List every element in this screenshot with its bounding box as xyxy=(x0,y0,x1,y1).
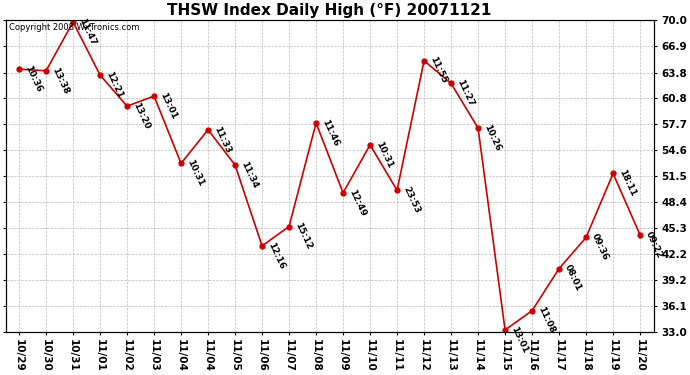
Text: 11:34: 11:34 xyxy=(239,160,259,190)
Text: Copyright 2008 WxTronics.com: Copyright 2008 WxTronics.com xyxy=(9,24,139,33)
Text: 13:20: 13:20 xyxy=(131,101,151,130)
Text: 11:33: 11:33 xyxy=(213,124,233,154)
Text: 09:22: 09:22 xyxy=(644,230,664,260)
Text: 10:31: 10:31 xyxy=(185,158,206,188)
Text: 13:01: 13:01 xyxy=(158,91,179,120)
Text: 18:11: 18:11 xyxy=(618,168,638,198)
Text: 10:36: 10:36 xyxy=(23,64,43,94)
Text: 09:36: 09:36 xyxy=(590,232,611,262)
Text: 12:49: 12:49 xyxy=(347,188,368,218)
Text: 13:01: 13:01 xyxy=(509,325,529,354)
Text: 10:26: 10:26 xyxy=(482,123,502,153)
Text: 08:01: 08:01 xyxy=(563,263,583,293)
Text: 11:47: 11:47 xyxy=(77,17,97,47)
Text: 10:31: 10:31 xyxy=(374,140,395,170)
Title: THSW Index Daily High (°F) 20071121: THSW Index Daily High (°F) 20071121 xyxy=(168,3,492,18)
Text: 15:12: 15:12 xyxy=(293,221,313,251)
Text: 11:08: 11:08 xyxy=(536,306,556,335)
Text: 12:21: 12:21 xyxy=(104,70,124,100)
Text: 11:46: 11:46 xyxy=(320,118,341,148)
Text: 11:55: 11:55 xyxy=(428,56,448,85)
Text: 13:38: 13:38 xyxy=(50,66,70,95)
Text: 12:16: 12:16 xyxy=(266,241,286,270)
Text: 23:53: 23:53 xyxy=(402,185,422,215)
Text: 11:27: 11:27 xyxy=(455,78,475,108)
